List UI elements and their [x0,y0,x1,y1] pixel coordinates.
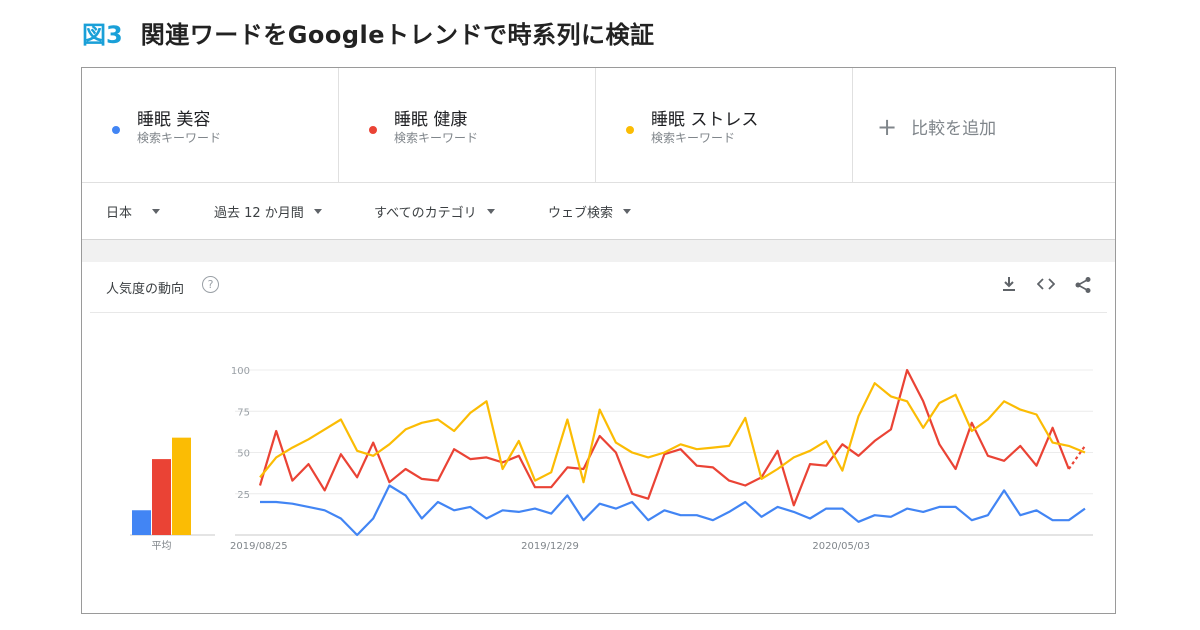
x-tick-label: 2019/12/29 [521,541,579,552]
x-tick-label: 2020/05/03 [812,541,870,552]
term-card-1[interactable]: 睡眠 美容 検索キーワード [82,68,339,182]
caret-down-icon [313,209,322,214]
average-bar [132,510,151,535]
series-line [260,484,1086,537]
card-header: 人気度の動向 ? [90,262,1107,313]
series-color-dot [112,126,120,134]
help-icon[interactable]: ? [202,276,219,293]
share-icon[interactable] [1073,276,1093,296]
y-tick-label: 100 [231,366,250,377]
series-partial-segment [1067,445,1086,470]
x-tick-label: 2019/08/25 [230,541,288,552]
caret-down-icon [486,209,495,214]
term-type: 検索キーワード [651,131,736,145]
caret-down-icon [623,209,632,214]
series-line [259,382,1086,484]
average-bar [172,437,191,535]
add-comparison-button[interactable]: + 比較を追加 [853,68,1115,182]
y-tick-label: 50 [237,449,250,460]
y-tick-label: 25 [237,490,250,501]
filter-period-dropdown[interactable]: 過去 12 か月間 [214,202,322,221]
comparison-terms: 睡眠 美容 検索キーワード 睡眠 健康 検索キーワード 睡眠 ストレス 検索キー… [82,68,1115,183]
download-icon[interactable] [999,276,1019,296]
section-divider [82,240,1115,262]
figure-number: 図3 [82,20,123,49]
series-line [258,368,1070,507]
interest-over-time-card: 人気度の動向 ? 100 75 50 25 2019/08/25 2019/12/29 20… [90,262,1107,612]
term-name: 睡眠 ストレス [651,110,759,130]
y-tick-label: 75 [237,407,250,418]
term-type: 検索キーワード [394,131,479,145]
figure-caption: 関連ワードをGoogleトレンドで時系列に検証 [140,20,655,49]
series-color-dot [626,126,634,134]
filter-region-dropdown[interactable]: 日本 [106,202,161,221]
plus-icon: + [877,112,898,141]
term-card-3[interactable]: 睡眠 ストレス 検索キーワード [596,68,853,182]
trend-chart: 100 75 50 25 2019/08/25 2019/12/29 2020/05/03 平… [130,366,1093,552]
term-card-2[interactable]: 睡眠 健康 検索キーワード [339,68,596,182]
filter-category-dropdown[interactable]: すべてのカテゴリ [374,202,495,221]
figure-title: 図3 関連ワードをGoogleトレンドで時系列に検証 [82,14,655,50]
card-title: 人気度の動向 [106,282,185,297]
filter-bar: 日本 過去 12 か月間 すべてのカテゴリ ウェブ検索 [82,183,1115,240]
filter-search-type-dropdown[interactable]: ウェブ検索 [548,202,632,221]
trends-panel: 睡眠 美容 検索キーワード 睡眠 健康 検索キーワード 睡眠 ストレス 検索キー… [81,67,1116,614]
average-label: 平均 [152,540,172,552]
filter-label: 過去 12 か月間 [214,206,304,221]
term-name: 睡眠 健康 [394,110,468,130]
caret-down-icon [152,209,161,214]
term-type: 検索キーワード [137,131,222,145]
filter-label: すべてのカテゴリ [374,206,477,221]
add-comparison-label: 比較を追加 [911,119,997,139]
series-color-dot [369,126,377,134]
term-name: 睡眠 美容 [137,110,211,130]
filter-label: ウェブ検索 [548,206,614,221]
average-bar [152,459,171,535]
filter-label: 日本 [106,206,133,221]
embed-icon[interactable] [1036,276,1056,296]
